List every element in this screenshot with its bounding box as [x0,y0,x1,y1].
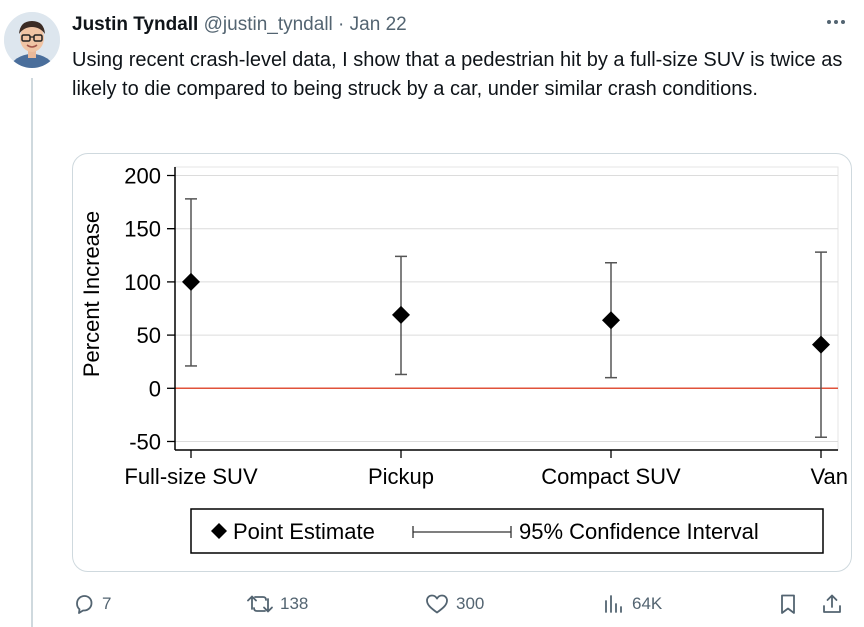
y-tick-label: 100 [124,270,161,295]
bookmark-button[interactable] [776,588,806,620]
avatar-image [4,12,60,68]
x-tick-label: Full-size SUV [124,464,258,489]
views-button[interactable]: 64K [602,588,662,620]
header-separator: · [338,14,345,35]
reply-button[interactable]: 7 [72,588,111,620]
y-tick-label: 0 [149,376,161,401]
avatar[interactable] [4,12,60,68]
x-tick-label: Pickup [368,464,434,489]
legend-point-estimate: Point Estimate [233,519,375,544]
retweet-icon [247,595,273,613]
x-tick-label: Van [810,464,848,489]
like-count: 300 [456,594,485,613]
x-tick-label: Compact SUV [541,464,681,489]
plot-area [174,166,839,451]
y-tick-label: 200 [124,164,161,189]
point-estimate-marker [812,335,830,354]
point-estimate-marker [392,305,410,324]
action-bar: 7 138 300 64K [72,588,852,620]
point-estimate-marker [182,272,200,291]
y-axis-label: Percent Increase [79,211,104,377]
reply-icon [76,595,93,614]
chart-card[interactable]: 200 150 100 50 0 -50 Full-size SUV Pickup Compa… [72,153,852,572]
views-count: 64K [632,594,663,613]
chart-legend: Point Estimate 95% Confidence Interval [190,508,824,554]
chart: 200 150 100 50 0 -50 Full-size SUV Pickup Compa… [79,164,848,554]
reply-count: 7 [102,594,112,613]
heart-icon [426,594,448,614]
y-tick-label: 50 [137,323,161,348]
point-estimate-marker [602,311,620,330]
author-handle[interactable]: @justin_tyndall [203,14,333,35]
y-tick-label: 150 [124,217,161,242]
author-name[interactable]: Justin Tyndall [72,14,199,35]
tweet-text: Using recent crash-level data, I show th… [72,49,843,100]
retweet-count: 138 [280,594,309,613]
legend-diamond-icon [211,523,227,539]
like-button[interactable]: 300 [424,588,484,620]
y-tick-label: -50 [129,429,161,454]
legend-confidence-interval: 95% Confidence Interval [519,519,759,544]
more-icon[interactable] [824,10,848,40]
tweet-header: Justin Tyndall @justin_tyndall · Jan 22 [72,14,864,42]
thread-line [31,78,33,627]
retweet-button[interactable]: 138 [246,588,308,620]
tweet-date[interactable]: Jan 22 [349,14,407,35]
bookmark-icon [781,594,795,614]
more-horizontal-icon [827,20,845,24]
share-button[interactable] [820,588,850,620]
analytics-icon [605,595,622,613]
share-icon [823,594,841,613]
